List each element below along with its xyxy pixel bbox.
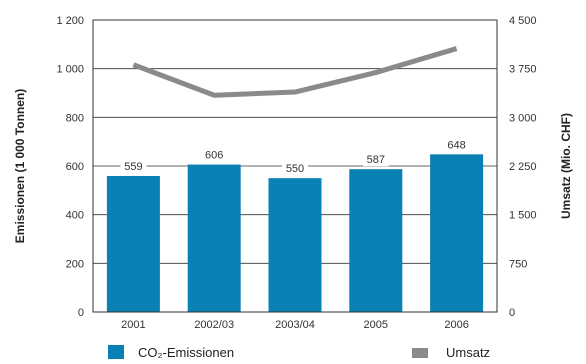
x-tick-label: 2003/04 — [275, 319, 315, 331]
right-tick-label: 3 750 — [509, 64, 537, 76]
data-label-backing — [362, 153, 389, 167]
x-tick-label: 2002/03 — [194, 319, 234, 331]
left-axis-title: Emissionen (1 000 Tonnen) — [13, 89, 27, 243]
bars — [106, 154, 484, 312]
data-label-backing — [443, 138, 470, 152]
data-label: 606 — [205, 150, 223, 162]
x-tick-label: 2001 — [121, 319, 145, 331]
right-axis-title: Umsatz (Mio. CHF) — [559, 113, 573, 219]
right-tick-label: 0 — [509, 307, 515, 319]
legend-label-emissions: CO₂-Emissionen — [138, 345, 234, 360]
x-tick-label: 2006 — [444, 319, 468, 331]
data-label-backing — [282, 162, 308, 176]
bar-2005 — [349, 169, 403, 312]
left-tick-label: 1 200 — [56, 15, 84, 27]
right-tick-label: 1 500 — [509, 210, 537, 222]
right-tick-label: 2 250 — [509, 161, 537, 173]
right-axis-ticks: 0 750 1 500 2 250 3 000 3 750 4 500 — [509, 15, 537, 319]
plot-frame — [92, 19, 498, 313]
right-tick-label: 3 000 — [509, 112, 537, 124]
data-label: 559 — [124, 161, 142, 173]
revenue-line — [132, 46, 458, 98]
bar-2001 — [106, 175, 160, 312]
data-label: 587 — [367, 154, 385, 166]
revenue-series-line — [132, 46, 458, 98]
left-tick-label: 0 — [78, 307, 84, 319]
bar-2006 — [430, 154, 484, 312]
right-tick-label: 4 500 — [509, 15, 537, 27]
data-label-backing — [201, 148, 228, 162]
left-axis-ticks: 0 200 400 600 800 1 000 1 200 — [56, 15, 84, 319]
bar-data-labels: 559 606 550 587 648 — [120, 138, 470, 176]
left-tick-label: 400 — [66, 210, 84, 222]
x-axis-ticks: 2001 2002/03 2003/04 2005 2006 — [121, 319, 469, 331]
data-label: 648 — [447, 139, 465, 151]
legend: CO₂-Emissionen Umsatz — [108, 345, 490, 360]
plot-border — [92, 19, 498, 313]
right-tick-label: 750 — [509, 258, 527, 270]
bar-2003-04 — [268, 178, 322, 312]
left-tick-label: 600 — [66, 161, 84, 173]
x-tick-label: 2005 — [364, 319, 388, 331]
left-tick-label: 800 — [66, 112, 84, 124]
left-tick-label: 200 — [66, 258, 84, 270]
bar-2002-03 — [187, 164, 241, 312]
data-label: 550 — [286, 163, 304, 175]
legend-label-revenue: Umsatz — [446, 345, 490, 360]
left-tick-label: 1 000 — [56, 64, 84, 76]
data-label-backing — [120, 159, 147, 173]
legend-swatch-emissions — [108, 345, 124, 359]
legend-swatch-revenue — [412, 348, 428, 358]
